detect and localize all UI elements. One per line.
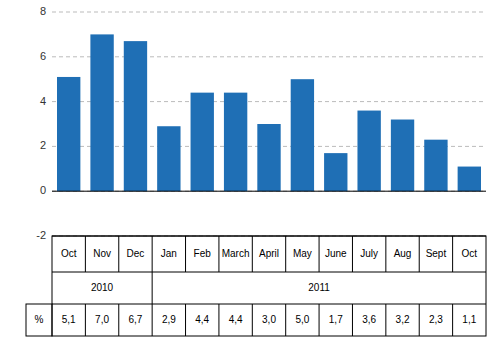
y-tick-label: 4 [40, 95, 46, 107]
data-label: 1,7 [329, 314, 343, 325]
table-divider [152, 272, 153, 304]
y-tick-label: 8 [40, 5, 46, 17]
row-header-cell [26, 304, 52, 336]
table-divider [452, 304, 453, 336]
bar [458, 167, 481, 192]
grid [52, 12, 486, 236]
table-divider [118, 236, 119, 272]
category-label: Dec [127, 248, 145, 259]
row-header: % [35, 314, 44, 325]
bar [90, 34, 113, 191]
group-label: 2010 [91, 282, 114, 293]
table-divider [118, 304, 119, 336]
table-divider [419, 304, 420, 336]
data-label: 5,0 [295, 314, 309, 325]
bar [191, 93, 214, 192]
category-label: May [293, 248, 312, 259]
category-label: Sept [426, 248, 447, 259]
bar [124, 41, 147, 191]
category-label: July [360, 248, 378, 259]
category-label: Nov [93, 248, 111, 259]
data-label: 3,0 [262, 314, 276, 325]
category-label: Oct [61, 248, 77, 259]
bar [57, 77, 80, 191]
table-divider [85, 236, 86, 272]
data-label: 4,4 [195, 314, 209, 325]
table-divider [352, 236, 353, 272]
y-tick-label: 6 [40, 50, 46, 62]
table-divider [285, 236, 286, 272]
bars [57, 34, 481, 191]
bar [324, 153, 347, 191]
data-label: 2,9 [162, 314, 176, 325]
table-divider [352, 304, 353, 336]
table-divider [218, 236, 219, 272]
table-divider [319, 304, 320, 336]
grid-line [52, 191, 486, 192]
grid-line [52, 101, 486, 102]
category-label: June [325, 248, 347, 259]
grid-line [52, 12, 486, 13]
data-label: 5,1 [62, 314, 76, 325]
table-divider [419, 236, 420, 272]
bar [224, 93, 247, 192]
category-label: Feb [194, 248, 212, 259]
zero-line [52, 191, 486, 192]
bar [291, 79, 314, 191]
table-divider [452, 236, 453, 272]
chart: -2 0 2 4 6 8 Oct Nov Dec Jan Feb March April May June J… [0, 0, 493, 348]
data-label: 3,6 [362, 314, 376, 325]
data-label: 3,2 [396, 314, 410, 325]
data-label: 2,3 [429, 314, 443, 325]
table-divider [152, 304, 153, 336]
bar [424, 140, 447, 192]
table-border [52, 236, 486, 336]
y-tick-label: 0 [40, 184, 46, 196]
table-divider [252, 304, 253, 336]
table-divider [52, 272, 486, 273]
y-tick-label: -2 [36, 229, 46, 241]
table-divider [285, 304, 286, 336]
data-label: 1,1 [462, 314, 476, 325]
table-divider [385, 236, 386, 272]
bar [157, 126, 180, 191]
grid-line [52, 56, 486, 57]
category-label: March [222, 248, 250, 259]
data-label: 7,0 [95, 314, 109, 325]
table-divider [252, 236, 253, 272]
table: Oct Nov Dec Jan Feb March April May June July Aug S… [26, 236, 486, 336]
table-divider [85, 304, 86, 336]
group-label: 2011 [308, 282, 330, 293]
bar [257, 124, 280, 191]
y-tick-label: 2 [40, 139, 46, 151]
table-divider [319, 236, 320, 272]
data-label: 6,7 [129, 314, 143, 325]
table-divider [185, 304, 186, 336]
table-divider [52, 304, 486, 305]
data-label: 4,4 [229, 314, 243, 325]
category-label: April [259, 248, 279, 259]
table-divider [218, 304, 219, 336]
bar [391, 120, 414, 192]
table-divider [152, 236, 153, 272]
category-label: Oct [462, 248, 478, 259]
bar [357, 111, 380, 192]
table-divider [185, 236, 186, 272]
table-divider [385, 304, 386, 336]
category-label: Jan [161, 248, 177, 259]
category-label: Aug [394, 248, 412, 259]
